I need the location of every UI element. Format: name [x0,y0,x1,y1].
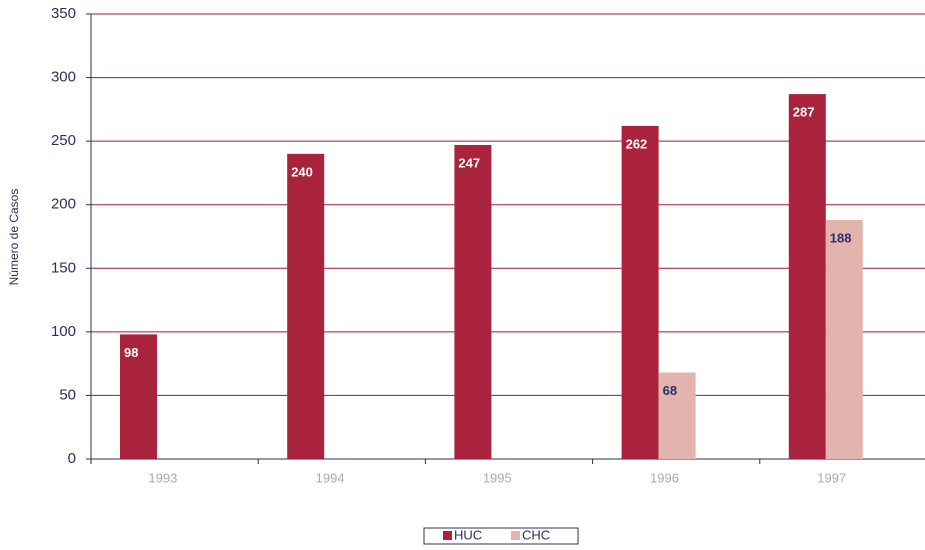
legend-box [423,527,579,545]
x-tick-label: 1993 [148,470,177,485]
bar [788,94,826,459]
y-tick-label: 150 [51,259,76,276]
data-label: 262 [626,136,648,151]
y-tick-label: 200 [51,196,76,213]
x-tick-label: 1995 [483,470,512,485]
data-label: 188 [830,230,852,245]
legend-swatch [443,531,452,540]
legend-label: CHC [522,527,550,542]
x-tick-label: 1996 [650,470,679,485]
y-tick-label: 350 [51,5,76,22]
y-tick-label: 50 [59,386,76,403]
x-tick-label: 1994 [316,470,345,485]
data-label: 247 [458,155,480,170]
x-tick-label: 1997 [817,470,846,485]
legend-label: HUC [454,527,482,542]
data-label: 287 [793,105,815,120]
data-label: 68 [663,383,677,398]
data-label: 98 [124,345,138,360]
bar [454,144,492,459]
bar [621,125,659,459]
legend-swatch [511,531,520,540]
y-tick-label: 100 [51,323,76,340]
y-tick-label: 0 [68,450,76,467]
bar [287,153,325,459]
bar [825,219,863,459]
bar [658,372,696,459]
y-tick-label: 250 [51,132,76,149]
data-label: 240 [291,164,313,179]
y-axis-label: Número de Casos [7,189,21,286]
y-tick-label: 300 [51,69,76,86]
bar [120,334,157,459]
